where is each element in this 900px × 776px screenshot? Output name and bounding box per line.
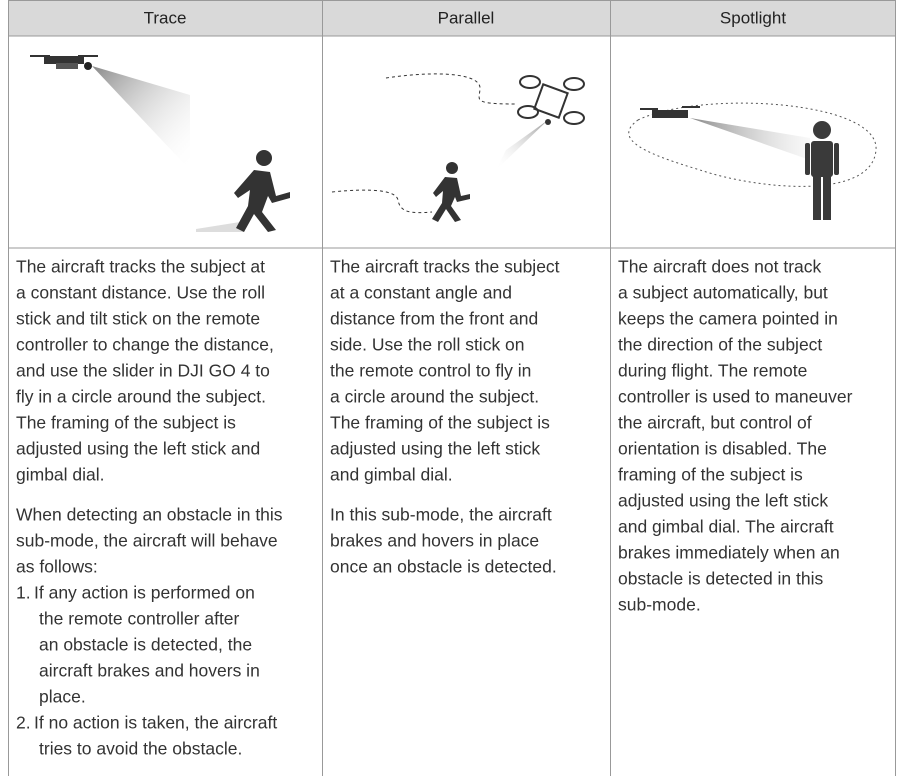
- table-borders: [8, 0, 896, 776]
- paragraph-line: a circle around the subject.: [330, 387, 539, 407]
- trace-illustration: [30, 55, 290, 232]
- column-header: Trace: [144, 8, 187, 27]
- paragraph-line: and use the slider in DJI GO 4 to: [16, 361, 270, 381]
- paragraph-line: keeps the camera pointed in: [618, 309, 838, 329]
- list-line: tries to avoid the obstacle.: [39, 739, 242, 759]
- paragraph-line: side. Use the roll stick on: [330, 335, 525, 355]
- list-marker: 1.: [16, 583, 31, 603]
- paragraph-line: gimbal dial.: [16, 465, 105, 485]
- paragraph-line: during flight. The remote: [618, 361, 807, 381]
- paragraph-line: orientation is disabled. The: [618, 439, 827, 459]
- column-header: Spotlight: [720, 8, 786, 27]
- paragraph-line: fly in a circle around the subject.: [16, 387, 266, 407]
- paragraph-line: brakes and hovers in place: [330, 531, 539, 551]
- paragraph-line: The aircraft tracks the subject: [330, 257, 560, 277]
- paragraph-line: framing of the subject is: [618, 465, 803, 485]
- paragraph-line: and gimbal dial. The aircraft: [618, 517, 834, 537]
- column-header: Parallel: [438, 8, 495, 27]
- paragraph-line: When detecting an obstacle in this: [16, 505, 283, 525]
- header-row: [8, 0, 896, 36]
- paragraph-line: adjusted using the left stick and: [16, 439, 260, 459]
- paragraph-line: once an obstacle is detected.: [330, 557, 557, 577]
- parallel-illustration: [331, 73, 585, 222]
- paragraph-line: controller to change the distance,: [16, 335, 274, 355]
- paragraph-line: distance from the front and: [330, 309, 538, 329]
- paragraph-line: sub-mode.: [618, 595, 701, 615]
- paragraph-line: a subject automatically, but: [618, 283, 828, 303]
- paragraph-line: the direction of the subject: [618, 335, 822, 355]
- list-marker: 2.: [16, 713, 31, 733]
- paragraph-line: sub-mode, the aircraft will behave: [16, 531, 278, 551]
- list-line: If no action is taken, the aircraft: [34, 713, 277, 733]
- paragraph-line: controller is used to maneuver: [618, 387, 853, 407]
- list-line: If any action is performed on: [34, 583, 255, 603]
- list-line: aircraft brakes and hovers in: [39, 661, 260, 681]
- list-line: an obstacle is detected, the: [39, 635, 252, 655]
- paragraph-line: The framing of the subject is: [330, 413, 550, 433]
- paragraph-line: The framing of the subject is: [16, 413, 236, 433]
- paragraph-line: the aircraft, but control of: [618, 413, 812, 433]
- paragraph-line: a constant distance. Use the roll: [16, 283, 265, 303]
- spotlight-illustration: [628, 102, 877, 220]
- paragraph-line: obstacle is detected in this: [618, 569, 824, 589]
- list-line: the remote controller after: [39, 609, 240, 629]
- paragraph-line: and gimbal dial.: [330, 465, 453, 485]
- paragraph-line: as follows:: [16, 557, 98, 577]
- paragraph-line: In this sub-mode, the aircraft: [330, 505, 552, 525]
- paragraph-line: The aircraft tracks the subject at: [16, 257, 265, 277]
- paragraph-line: The aircraft does not track: [618, 257, 822, 277]
- list-line: place.: [39, 687, 86, 707]
- paragraph-line: at a constant angle and: [330, 283, 512, 303]
- paragraph-line: stick and tilt stick on the remote: [16, 309, 260, 329]
- paragraph-line: adjusted using the left stick: [618, 491, 828, 511]
- paragraph-line: adjusted using the left stick: [330, 439, 540, 459]
- paragraph-line: brakes immediately when an: [618, 543, 840, 563]
- paragraph-line: the remote control to fly in: [330, 361, 531, 381]
